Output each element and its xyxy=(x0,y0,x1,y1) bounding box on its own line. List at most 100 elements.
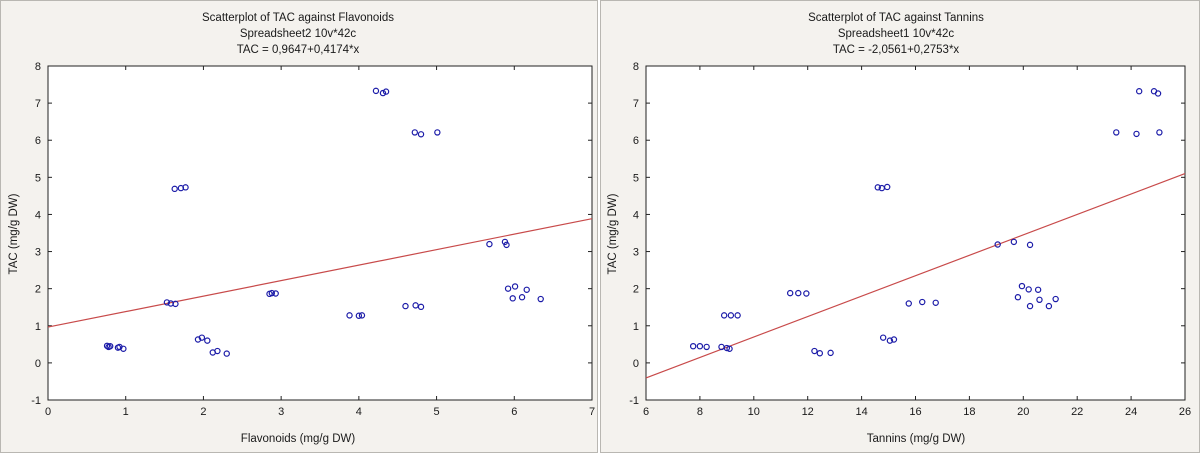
data-point xyxy=(268,289,276,297)
x-tick-label: 4 xyxy=(356,406,362,418)
data-point xyxy=(1025,286,1032,293)
data-point xyxy=(106,342,114,350)
data-point xyxy=(120,345,127,352)
y-tick-label: 4 xyxy=(633,209,639,221)
data-point xyxy=(223,350,230,357)
x-axis-label: Tannins (mg/g DW) xyxy=(867,433,966,445)
flavonoids-chart-panel: Scatterplot of TAC against Flavonoids Sp… xyxy=(0,0,598,453)
data-point xyxy=(879,334,887,341)
data-point xyxy=(874,184,881,191)
regression-line xyxy=(47,218,593,328)
data-point xyxy=(919,298,926,306)
x-tick-label: 0 xyxy=(45,406,51,418)
data-point xyxy=(511,283,519,290)
chart-title: Scatterplot of TAC against Flavonoids xyxy=(202,12,394,24)
data-point xyxy=(434,129,441,136)
x-tick-label: 5 xyxy=(434,406,440,418)
x-tick-label: 12 xyxy=(802,406,814,418)
data-point xyxy=(1036,296,1043,303)
data-point xyxy=(372,87,380,95)
data-point xyxy=(886,337,894,344)
tannins-chart-panel: Scatterplot of TAC against Tannins Sprea… xyxy=(600,0,1200,453)
data-point xyxy=(905,300,912,307)
x-tick-label: 20 xyxy=(1017,406,1029,418)
data-point xyxy=(358,312,366,319)
data-point xyxy=(214,347,221,355)
x-tick-label: 14 xyxy=(855,406,867,418)
data-point xyxy=(182,184,189,191)
points-layer xyxy=(103,87,544,357)
fit-line-layer xyxy=(47,218,593,328)
y-tick-label: 7 xyxy=(35,98,41,110)
data-point xyxy=(932,299,939,306)
data-point xyxy=(890,336,898,343)
y-tick-label: 7 xyxy=(633,98,639,110)
y-tick-label: 3 xyxy=(633,247,639,259)
data-point xyxy=(786,289,794,297)
data-point xyxy=(537,295,544,303)
data-point xyxy=(1034,286,1042,293)
plot-area xyxy=(47,65,593,401)
x-tick-label: 10 xyxy=(748,406,760,418)
data-point xyxy=(723,344,731,352)
fit-equation: TAC = -2,0561+0,2753*x xyxy=(833,44,960,56)
x-tick-label: 6 xyxy=(643,406,649,418)
data-point xyxy=(504,285,512,292)
x-axis-label: Flavonoids (mg/g DW) xyxy=(241,433,356,445)
fit-line-layer xyxy=(645,172,1186,379)
data-point xyxy=(1018,282,1026,290)
data-point xyxy=(1156,129,1163,136)
y-tick-label: 0 xyxy=(633,358,639,370)
x-tick-label: 18 xyxy=(963,406,975,418)
y-tick-label: 2 xyxy=(633,284,639,296)
data-point xyxy=(204,337,211,344)
data-point xyxy=(172,300,179,308)
y-tick-label: 1 xyxy=(633,321,639,333)
data-point xyxy=(382,88,390,95)
chart-subtitle: Spreadsheet2 10v*42c xyxy=(240,28,357,40)
tick-layer: 0 1 2 3 4 5 6 7 -1 0 1 2 3 4 5 6 7 8 xyxy=(31,61,595,418)
y-tick-label: 5 xyxy=(35,172,41,184)
x-tick-label: 22 xyxy=(1071,406,1083,418)
data-point xyxy=(994,241,1001,248)
fit-equation: TAC = 0,9647+0,4174*x xyxy=(237,44,360,56)
x-tick-label: 7 xyxy=(589,406,595,418)
data-point xyxy=(727,312,735,319)
regression-line xyxy=(645,172,1186,379)
data-point xyxy=(1026,241,1034,249)
data-point xyxy=(171,185,178,193)
data-point xyxy=(1014,294,1022,301)
x-tick-label: 3 xyxy=(278,406,284,418)
x-tick-label: 16 xyxy=(909,406,921,418)
data-point xyxy=(417,131,425,138)
y-tick-label: -1 xyxy=(31,395,41,407)
x-tick-label: 26 xyxy=(1179,406,1191,418)
y-tick-label: 6 xyxy=(633,135,639,147)
points-layer xyxy=(689,88,1163,357)
data-point xyxy=(412,302,419,309)
data-point xyxy=(726,345,733,352)
x-tick-label: 2 xyxy=(200,406,206,418)
data-point xyxy=(803,290,810,297)
y-axis-label: TAC (mg/g DW) xyxy=(607,193,619,274)
data-point xyxy=(1052,295,1059,303)
y-tick-label: 5 xyxy=(633,172,639,184)
data-point xyxy=(1010,238,1018,246)
data-point xyxy=(811,347,818,355)
x-tick-label: 24 xyxy=(1125,406,1137,418)
data-point xyxy=(703,343,710,351)
y-tick-label: 8 xyxy=(633,61,639,73)
data-point xyxy=(696,342,704,350)
data-point xyxy=(163,299,171,306)
data-point xyxy=(1133,130,1140,138)
data-point xyxy=(411,129,419,136)
x-tick-label: 1 xyxy=(123,406,129,418)
x-tick-label: 6 xyxy=(511,406,517,418)
data-point xyxy=(486,240,493,248)
data-point xyxy=(1135,88,1143,95)
data-point xyxy=(1113,129,1120,136)
data-point xyxy=(355,312,363,319)
data-point xyxy=(379,89,387,97)
